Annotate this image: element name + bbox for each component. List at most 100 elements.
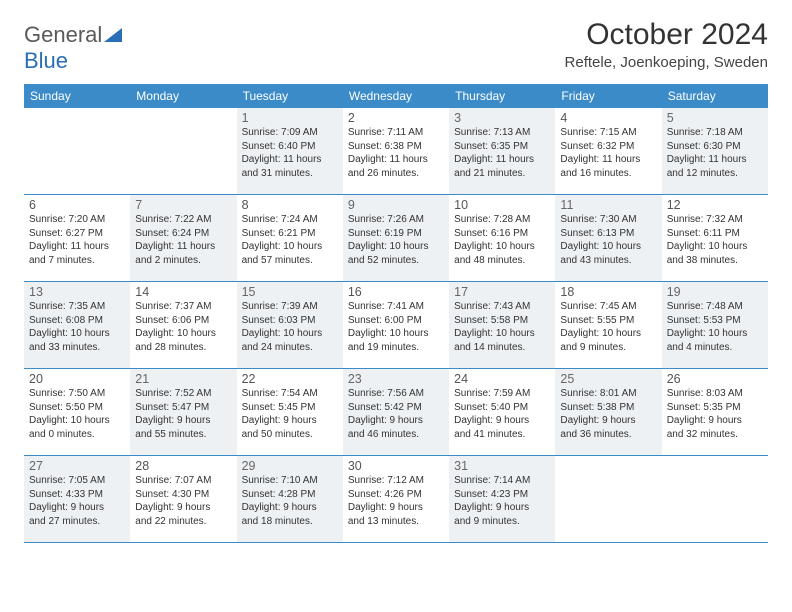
day-info: Sunrise: 7:12 AMSunset: 4:26 PMDaylight:… (348, 474, 444, 528)
sunrise-text: Sunrise: 7:43 AM (454, 300, 550, 314)
sunset-text: Sunset: 6:13 PM (560, 227, 656, 241)
sunset-text: Sunset: 4:23 PM (454, 488, 550, 502)
day-info: Sunrise: 7:26 AMSunset: 6:19 PMDaylight:… (348, 213, 444, 267)
sunset-text: Sunset: 6:30 PM (667, 140, 763, 154)
daylight2-text: and 46 minutes. (348, 428, 444, 442)
day-info: Sunrise: 7:11 AMSunset: 6:38 PMDaylight:… (348, 126, 444, 180)
daylight2-text: and 32 minutes. (667, 428, 763, 442)
day-info: Sunrise: 7:09 AMSunset: 6:40 PMDaylight:… (242, 126, 338, 180)
sunset-text: Sunset: 4:26 PM (348, 488, 444, 502)
day-label: Monday (130, 84, 236, 108)
daylight1-text: Daylight: 10 hours (454, 240, 550, 254)
sunset-text: Sunset: 6:11 PM (667, 227, 763, 241)
day-cell: 10Sunrise: 7:28 AMSunset: 6:16 PMDayligh… (449, 195, 555, 281)
day-number: 15 (242, 285, 338, 299)
day-info: Sunrise: 7:10 AMSunset: 4:28 PMDaylight:… (242, 474, 338, 528)
sunset-text: Sunset: 4:28 PM (242, 488, 338, 502)
sunrise-text: Sunrise: 8:03 AM (667, 387, 763, 401)
daylight1-text: Daylight: 9 hours (454, 501, 550, 515)
sunset-text: Sunset: 5:42 PM (348, 401, 444, 415)
day-info: Sunrise: 7:39 AMSunset: 6:03 PMDaylight:… (242, 300, 338, 354)
daylight1-text: Daylight: 9 hours (29, 501, 125, 515)
daylight2-text: and 41 minutes. (454, 428, 550, 442)
day-info: Sunrise: 7:48 AMSunset: 5:53 PMDaylight:… (667, 300, 763, 354)
daylight2-text: and 12 minutes. (667, 167, 763, 181)
day-info: Sunrise: 7:13 AMSunset: 6:35 PMDaylight:… (454, 126, 550, 180)
sunrise-text: Sunrise: 7:15 AM (560, 126, 656, 140)
daylight2-text: and 9 minutes. (560, 341, 656, 355)
day-number: 2 (348, 111, 444, 125)
daylight1-text: Daylight: 9 hours (667, 414, 763, 428)
day-cell (24, 108, 130, 194)
day-number: 21 (135, 372, 231, 386)
day-info: Sunrise: 7:35 AMSunset: 6:08 PMDaylight:… (29, 300, 125, 354)
day-info: Sunrise: 7:20 AMSunset: 6:27 PMDaylight:… (29, 213, 125, 267)
day-cell (662, 456, 768, 542)
sunset-text: Sunset: 6:32 PM (560, 140, 656, 154)
day-number: 24 (454, 372, 550, 386)
sunrise-text: Sunrise: 7:10 AM (242, 474, 338, 488)
sunset-text: Sunset: 5:38 PM (560, 401, 656, 415)
daylight1-text: Daylight: 11 hours (135, 240, 231, 254)
day-number: 13 (29, 285, 125, 299)
day-cell: 8Sunrise: 7:24 AMSunset: 6:21 PMDaylight… (237, 195, 343, 281)
day-info: Sunrise: 7:54 AMSunset: 5:45 PMDaylight:… (242, 387, 338, 441)
sunrise-text: Sunrise: 7:59 AM (454, 387, 550, 401)
sunset-text: Sunset: 5:35 PM (667, 401, 763, 415)
sunset-text: Sunset: 6:38 PM (348, 140, 444, 154)
sunset-text: Sunset: 6:35 PM (454, 140, 550, 154)
sunset-text: Sunset: 6:06 PM (135, 314, 231, 328)
day-label: Wednesday (343, 84, 449, 108)
day-info: Sunrise: 7:56 AMSunset: 5:42 PMDaylight:… (348, 387, 444, 441)
sunset-text: Sunset: 6:24 PM (135, 227, 231, 241)
daylight2-text: and 19 minutes. (348, 341, 444, 355)
daylight2-text: and 27 minutes. (29, 515, 125, 529)
sunset-text: Sunset: 5:55 PM (560, 314, 656, 328)
day-cell: 15Sunrise: 7:39 AMSunset: 6:03 PMDayligh… (237, 282, 343, 368)
sunset-text: Sunset: 6:19 PM (348, 227, 444, 241)
sunset-text: Sunset: 4:30 PM (135, 488, 231, 502)
day-cell: 22Sunrise: 7:54 AMSunset: 5:45 PMDayligh… (237, 369, 343, 455)
daylight2-text: and 52 minutes. (348, 254, 444, 268)
day-number: 4 (560, 111, 656, 125)
sunrise-text: Sunrise: 7:45 AM (560, 300, 656, 314)
daylight2-text: and 0 minutes. (29, 428, 125, 442)
daylight1-text: Daylight: 10 hours (29, 414, 125, 428)
logo-text: General Blue (24, 22, 124, 74)
month-title: October 2024 (565, 18, 768, 52)
day-number: 8 (242, 198, 338, 212)
day-cell: 24Sunrise: 7:59 AMSunset: 5:40 PMDayligh… (449, 369, 555, 455)
sunrise-text: Sunrise: 7:13 AM (454, 126, 550, 140)
day-info: Sunrise: 7:52 AMSunset: 5:47 PMDaylight:… (135, 387, 231, 441)
day-cell: 30Sunrise: 7:12 AMSunset: 4:26 PMDayligh… (343, 456, 449, 542)
daylight1-text: Daylight: 10 hours (29, 327, 125, 341)
sunrise-text: Sunrise: 7:12 AM (348, 474, 444, 488)
daylight2-text: and 26 minutes. (348, 167, 444, 181)
daylight2-text: and 50 minutes. (242, 428, 338, 442)
daylight2-text: and 4 minutes. (667, 341, 763, 355)
day-cell: 14Sunrise: 7:37 AMSunset: 6:06 PMDayligh… (130, 282, 236, 368)
daylight1-text: Daylight: 11 hours (667, 153, 763, 167)
daylight2-text: and 2 minutes. (135, 254, 231, 268)
day-info: Sunrise: 7:45 AMSunset: 5:55 PMDaylight:… (560, 300, 656, 354)
day-info: Sunrise: 7:28 AMSunset: 6:16 PMDaylight:… (454, 213, 550, 267)
daylight2-text: and 13 minutes. (348, 515, 444, 529)
sunrise-text: Sunrise: 7:28 AM (454, 213, 550, 227)
sunrise-text: Sunrise: 7:56 AM (348, 387, 444, 401)
sail-icon (104, 22, 124, 48)
day-number: 19 (667, 285, 763, 299)
logo: General Blue (24, 18, 124, 74)
sunrise-text: Sunrise: 8:01 AM (560, 387, 656, 401)
day-number: 14 (135, 285, 231, 299)
day-info: Sunrise: 7:50 AMSunset: 5:50 PMDaylight:… (29, 387, 125, 441)
week-row: 13Sunrise: 7:35 AMSunset: 6:08 PMDayligh… (24, 282, 768, 369)
sunrise-text: Sunrise: 7:18 AM (667, 126, 763, 140)
day-info: Sunrise: 7:22 AMSunset: 6:24 PMDaylight:… (135, 213, 231, 267)
sunrise-text: Sunrise: 7:52 AM (135, 387, 231, 401)
daylight2-text: and 7 minutes. (29, 254, 125, 268)
daylight1-text: Daylight: 9 hours (242, 501, 338, 515)
daylight1-text: Daylight: 11 hours (560, 153, 656, 167)
day-cell: 18Sunrise: 7:45 AMSunset: 5:55 PMDayligh… (555, 282, 661, 368)
daylight1-text: Daylight: 10 hours (242, 240, 338, 254)
day-cell: 7Sunrise: 7:22 AMSunset: 6:24 PMDaylight… (130, 195, 236, 281)
